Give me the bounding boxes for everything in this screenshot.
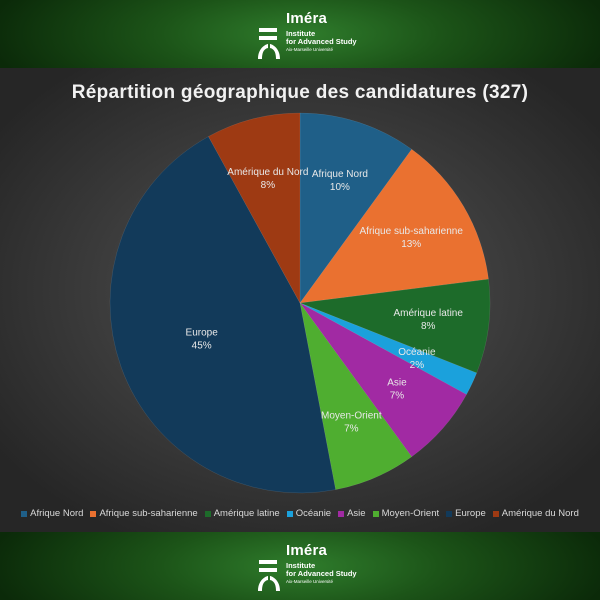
chart-legend: Afrique Nord Afrique sub-saharienne Amériq… [0, 508, 600, 519]
legend-label: Afrique Nord [30, 508, 84, 519]
slice-percent-label: 7% [390, 390, 405, 401]
legend-label: Asie [347, 508, 366, 519]
slice-percent-label: 10% [330, 182, 350, 193]
legend-label: Moyen-Orient [381, 508, 440, 519]
pie-slice [299, 112, 413, 304]
slice-category-label: Moyen-Orient [321, 411, 382, 422]
legend-swatch [338, 510, 345, 517]
imera-logo: Iméra Institute for Advanced Study Aix-M… [256, 10, 366, 60]
slice-percent-label: 2% [410, 360, 425, 371]
legend-item: Amérique latine [204, 508, 280, 519]
imera-mark-icon [258, 28, 280, 59]
legend-swatch [204, 510, 211, 517]
brand-line-3: Aix-Marseille Université [286, 47, 334, 52]
legend-swatch [372, 510, 379, 517]
legend-swatch [21, 510, 28, 517]
legend-label: Europe [455, 508, 486, 519]
legend-swatch [492, 510, 499, 517]
header-band: Iméra Institute for Advanced Study Aix-M… [0, 0, 600, 68]
legend-swatch [90, 510, 97, 517]
legend-swatch [286, 510, 293, 517]
imera-mark-icon [258, 560, 280, 591]
slice-percent-label: 8% [421, 321, 436, 332]
brand-name: Iméra [286, 10, 328, 27]
pie-slice [299, 278, 491, 374]
slice-category-label: Afrique sub-saharienne [360, 226, 464, 237]
slice-percent-label: 45% [192, 340, 212, 351]
legend-label: Amérique latine [213, 508, 280, 519]
slice-percent-label: 7% [344, 424, 359, 435]
legend-item: Moyen-Orient [372, 508, 440, 519]
brand-line-2: for Advanced Study [286, 569, 357, 578]
legend-label: Amérique du Nord [501, 508, 579, 519]
legend-item: Europe [446, 508, 486, 519]
legend-item: Océanie [286, 508, 332, 519]
pie-slice [299, 302, 467, 458]
brand-line-1: Institute [286, 561, 316, 570]
pie-slice [299, 148, 489, 304]
footer-band: Iméra Institute for Advanced Study Aix-M… [0, 532, 600, 600]
legend-item: Asie [338, 508, 366, 519]
legend-item: Afrique sub-saharienne [90, 508, 198, 519]
pie-slice [109, 136, 336, 494]
slice-percent-label: 8% [261, 180, 276, 191]
slice-category-label: Asie [387, 377, 407, 388]
slice-category-label: Amérique du Nord [227, 167, 308, 178]
pie-slice [299, 302, 413, 490]
brand-name: Iméra [286, 542, 328, 559]
slice-category-label: Océanie [398, 347, 436, 358]
brand-line-1: Institute [286, 29, 316, 38]
chart-title: Répartition géographique des candidature… [71, 82, 529, 103]
legend-swatch [446, 510, 453, 517]
slice-category-label: Amérique latine [393, 308, 463, 319]
legend-label: Océanie [295, 508, 332, 519]
pie-slice [299, 302, 477, 395]
legend-label: Afrique sub-saharienne [99, 508, 198, 519]
slice-percent-label: 13% [401, 239, 421, 250]
brand-line-3: Aix-Marseille Université [286, 579, 334, 584]
imera-logo-footer: Iméra Institute for Advanced Study Aix-M… [256, 542, 366, 592]
slice-category-label: Europe [186, 327, 219, 338]
legend-item: Amérique du Nord [492, 508, 579, 519]
brand-line-2: for Advanced Study [286, 37, 357, 46]
legend-item: Afrique Nord [21, 508, 83, 519]
pie-slice [208, 112, 301, 304]
slice-category-label: Afrique Nord [312, 169, 368, 180]
